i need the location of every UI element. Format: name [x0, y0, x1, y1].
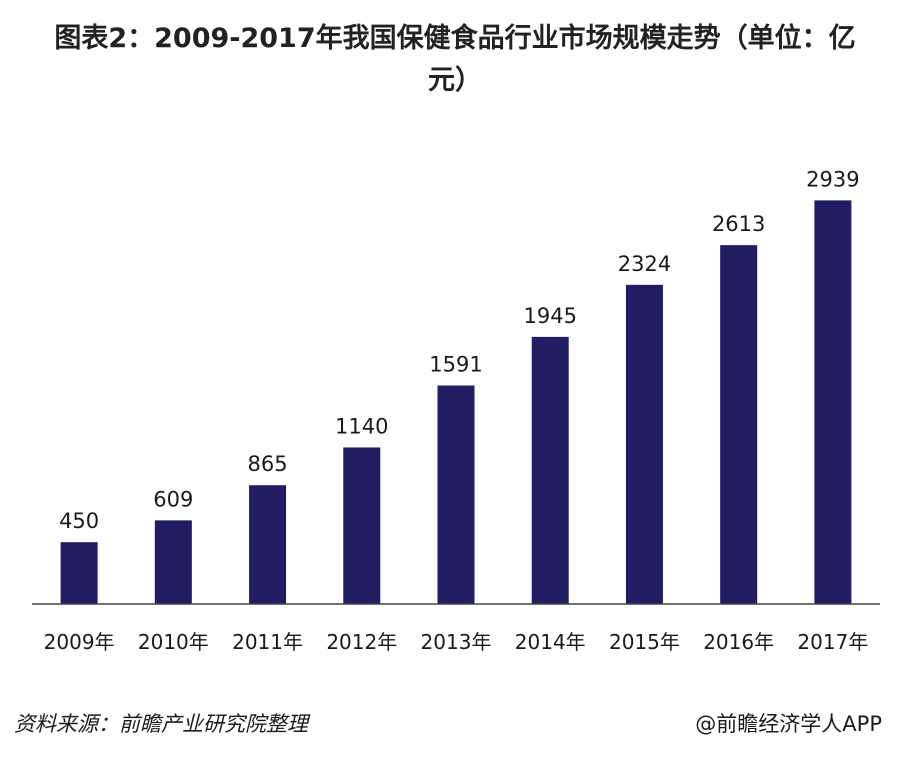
value-label-5: 1945	[523, 304, 576, 328]
bar-5	[531, 336, 569, 604]
category-label-5: 2014年	[515, 630, 586, 654]
chart-title: 图表2：2009-2017年我国保健食品行业市场规模走势（单位：亿元）	[54, 23, 856, 96]
value-label-8: 2939	[806, 167, 859, 191]
value-label-2: 865	[248, 452, 288, 476]
source-note: 资料来源：前瞻产业研究院整理	[14, 712, 308, 736]
bar-7	[720, 245, 758, 604]
labels-group: 450 2009年 609 2010年 865 2011年 1140 2012年 1591 201…	[44, 167, 869, 654]
category-label-2: 2011年	[232, 630, 303, 654]
value-label-7: 2613	[712, 212, 765, 236]
bar-chart: 450 2009年 609 2010年 865 2011年 1140 2012年 1591 201…	[32, 167, 880, 654]
category-label-0: 2009年	[44, 630, 115, 654]
category-label-6: 2015年	[609, 630, 680, 654]
category-label-1: 2010年	[138, 630, 209, 654]
credit-note: @前瞻经济学人APP	[695, 712, 882, 736]
bar-6	[625, 284, 663, 604]
bar-4	[437, 385, 475, 604]
category-label-3: 2012年	[326, 630, 397, 654]
value-label-3: 1140	[335, 414, 388, 438]
value-label-6: 2324	[618, 252, 671, 276]
bar-2	[249, 485, 287, 604]
value-label-0: 450	[59, 509, 99, 533]
category-label-4: 2013年	[421, 630, 492, 654]
bar-8	[814, 200, 852, 605]
bar-3	[343, 447, 381, 604]
bars-group	[60, 200, 852, 605]
bar-1	[154, 520, 192, 604]
category-label-7: 2016年	[703, 630, 774, 654]
value-label-1: 609	[153, 487, 193, 511]
bar-0	[60, 542, 98, 604]
category-label-8: 2017年	[797, 630, 868, 654]
value-label-4: 1591	[429, 353, 482, 377]
